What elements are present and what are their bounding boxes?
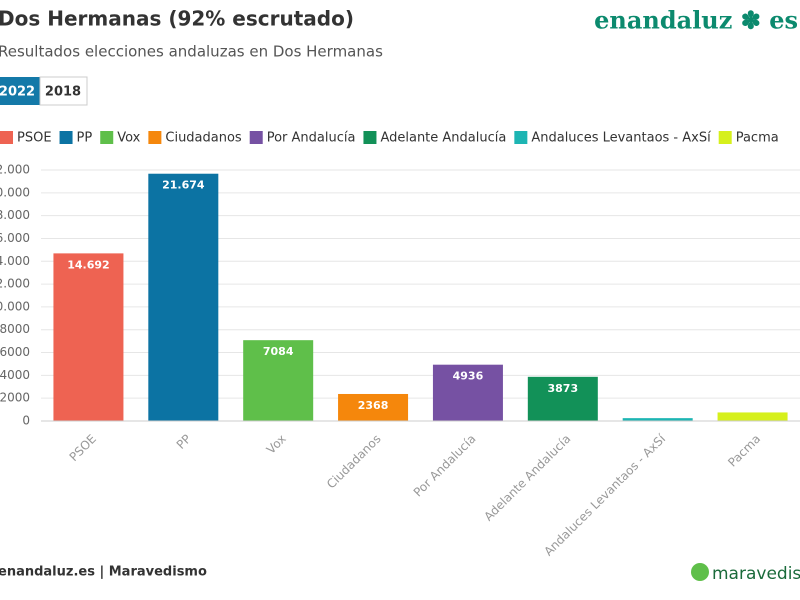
legend-swatch [514, 131, 528, 144]
y-tick-label: 18.000 [0, 208, 30, 222]
legend-label: Por Andalucía [267, 131, 356, 146]
y-tick-label: 14.000 [0, 254, 30, 268]
y-tick-label: 8000 [0, 322, 30, 336]
value-label: 4936 [453, 370, 484, 383]
bar [148, 173, 219, 421]
y-tick-label: 0 [22, 414, 30, 428]
legend-label: PSOE [17, 131, 52, 146]
tab[interactable] [39, 76, 88, 106]
y-tick-label: 20.000 [0, 185, 30, 199]
tab-label[interactable]: 2018 [45, 85, 81, 100]
bar [717, 412, 788, 421]
legend-label: PP [77, 131, 93, 146]
value-label: 7084 [263, 345, 294, 358]
value-label: 2368 [358, 399, 389, 412]
y-tick-label: 12.000 [0, 277, 30, 291]
legend-label: Adelante Andalucía [380, 131, 506, 146]
legend-swatch [59, 131, 73, 144]
y-tick-label: 4000 [0, 368, 30, 382]
footer-source: enandaluz.es | Maravedismo [0, 565, 207, 580]
legend-swatch [249, 131, 263, 144]
y-tick-label: 16.000 [0, 231, 30, 245]
legend-label: Vox [117, 131, 140, 146]
bar [243, 340, 314, 421]
y-tick-label: 2000 [0, 391, 30, 405]
y-tick-label: 6000 [0, 345, 30, 359]
chart-title: Dos Hermanas (92% escrutado) [0, 7, 354, 31]
x-tick-label: Adelante Andalucía [481, 432, 573, 524]
y-tick-label: 22.000 [0, 163, 30, 177]
x-tick-label: Pacma [725, 432, 763, 470]
legend-label: Pacma [736, 131, 779, 146]
footer-logo: maravedismo [712, 564, 800, 584]
legend-swatch [148, 131, 162, 144]
tab-label[interactable]: 2022 [0, 85, 35, 100]
legend-label: Ciudadanos [165, 131, 242, 146]
legend-swatch [718, 131, 732, 144]
value-label: 14.692 [67, 258, 109, 271]
x-tick-label: PSOE [67, 432, 99, 464]
x-tick-label: Por Andalucía [411, 432, 479, 500]
bar [338, 393, 409, 421]
logo-icon [691, 563, 709, 581]
bar [432, 364, 503, 421]
x-tick-label: PP [174, 432, 194, 452]
legend-swatch [100, 131, 114, 144]
value-label: 3873 [548, 382, 579, 395]
bar [53, 253, 124, 421]
legend-swatch [0, 131, 13, 144]
y-tick-label: 10.000 [0, 299, 30, 313]
logo: enandaluz ✽ es [594, 6, 798, 35]
x-tick-label: Ciudadanos [324, 432, 384, 492]
bar [527, 376, 598, 421]
legend-label: Andaluces Levantaos - AxSí [531, 131, 711, 146]
bar [622, 418, 693, 421]
chart-subtitle: Resultados elecciones andaluzas en Dos H… [0, 43, 383, 61]
legend-swatch [363, 131, 377, 144]
tab-active[interactable] [0, 77, 40, 105]
value-label: 21.674 [162, 179, 205, 192]
x-tick-label: Vox [264, 432, 289, 457]
